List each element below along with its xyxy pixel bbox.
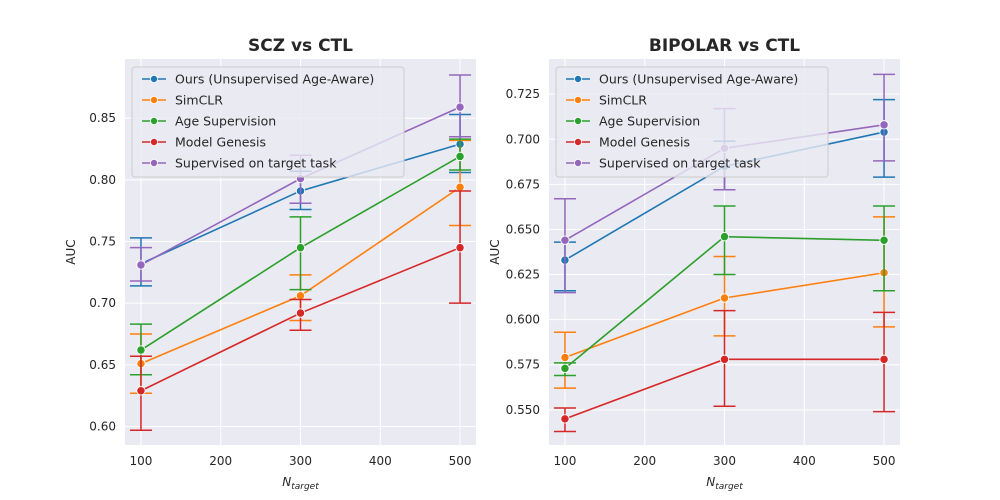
y-axis-label: AUC [64,239,78,264]
legend-entry: Supervised on target task [175,156,337,171]
legend-marker [574,117,583,126]
legend-marker [574,137,583,146]
x-tick-label: 400 [793,454,816,468]
series-4 [129,190,472,431]
x-tick-label: 100 [130,454,153,468]
legend-marker [149,96,158,105]
x-axis-label-main: N [706,475,715,489]
x-axis-label-subscript: target [291,482,319,492]
legend-entry: SimCLR [599,93,647,108]
legend-marker [149,158,158,167]
legend-marker [574,96,583,105]
data-point [560,352,570,363]
data-point [455,182,465,192]
x-tick-label: 500 [873,454,896,468]
data-point [560,414,570,424]
data-point [136,345,146,355]
legend-entry: SimCLR [175,93,223,108]
legend-entry: Supervised on target task [599,156,761,171]
y-axis-label: AUC [488,239,502,264]
legend-marker [574,75,583,84]
data-point [560,235,570,245]
x-axis-label: Ntarget [706,475,743,492]
data-point [455,151,465,162]
chart-title: BIPOLAR vs CTL [649,36,800,56]
y-tick-label: 0.85 [89,111,116,125]
y-tick-label: 0.60 [89,420,116,434]
legend-marker [574,158,583,167]
y-tick-label: 0.700 [506,132,540,146]
y-tick-label: 0.65 [89,358,116,372]
legend-marker [149,137,158,146]
chart-panel-1: 100 200 300 400 500 0.60 0.65 0.70 0.75 0.80 0.85 S… [64,36,476,492]
data-point [879,354,889,364]
data-point [455,102,465,112]
y-tick-label: 0.650 [506,222,540,236]
chart-title: SCZ vs CTL [248,36,353,56]
x-tick-label: 300 [713,454,736,468]
data-point [455,243,465,253]
data-point [879,120,889,130]
x-tick-label: 400 [369,454,392,468]
data-point [136,386,146,396]
legend-marker [149,117,158,126]
legend-entry: Age Supervision [175,114,276,129]
x-tick-label: 200 [633,454,656,468]
y-tick-label: 0.70 [89,296,116,310]
legend-entry: Model Genesis [175,135,266,150]
x-axis-label: Ntarget [282,475,319,492]
data-point [295,291,306,301]
series-5 [129,74,472,282]
legend-entry: Ours (Unsupervised Age-Aware) [599,72,798,87]
legend: Ours (Unsupervised Age-Aware) SimCLR Age S… [131,66,405,178]
x-tick-label: 300 [289,454,312,468]
legend-entry: Ours (Unsupervised Age-Aware) [175,72,374,87]
legend-entry: Model Genesis [599,135,690,150]
legend-box [131,66,405,178]
y-tick-label: 0.575 [506,358,540,372]
chart-panel-2: 100 200 300 400 500 0.550 0.575 0.600 0.625 0.650… [488,36,900,492]
y-tick-label: 0.625 [506,268,540,282]
x-axis-label-main: N [282,475,291,489]
y-tick-label: 0.550 [506,403,540,417]
x-tick-label: 500 [449,454,472,468]
series-3 [553,205,896,377]
data-point [295,308,306,318]
y-tick-label: 0.80 [89,173,116,187]
legend-marker [149,75,158,84]
y-tick-label: 0.600 [506,313,540,327]
x-tick-label: 200 [209,454,232,468]
data-point [295,243,306,253]
y-tick-label: 0.75 [89,235,116,249]
y-tick-label: 0.725 [506,87,540,101]
legend-entry: Age Supervision [599,114,700,129]
x-tick-label: 100 [554,454,577,468]
data-point [719,293,730,303]
series-4 [553,309,896,433]
data-point [879,235,889,245]
data-point [560,363,570,373]
data-point [719,354,730,364]
x-axis-label-subscript: target [715,482,743,492]
y-tick-label: 0.675 [506,177,540,191]
legend: Ours (Unsupervised Age-Aware) SimCLR Age S… [555,66,829,178]
data-point [719,232,730,242]
data-point [136,260,146,270]
legend-box [555,66,829,178]
